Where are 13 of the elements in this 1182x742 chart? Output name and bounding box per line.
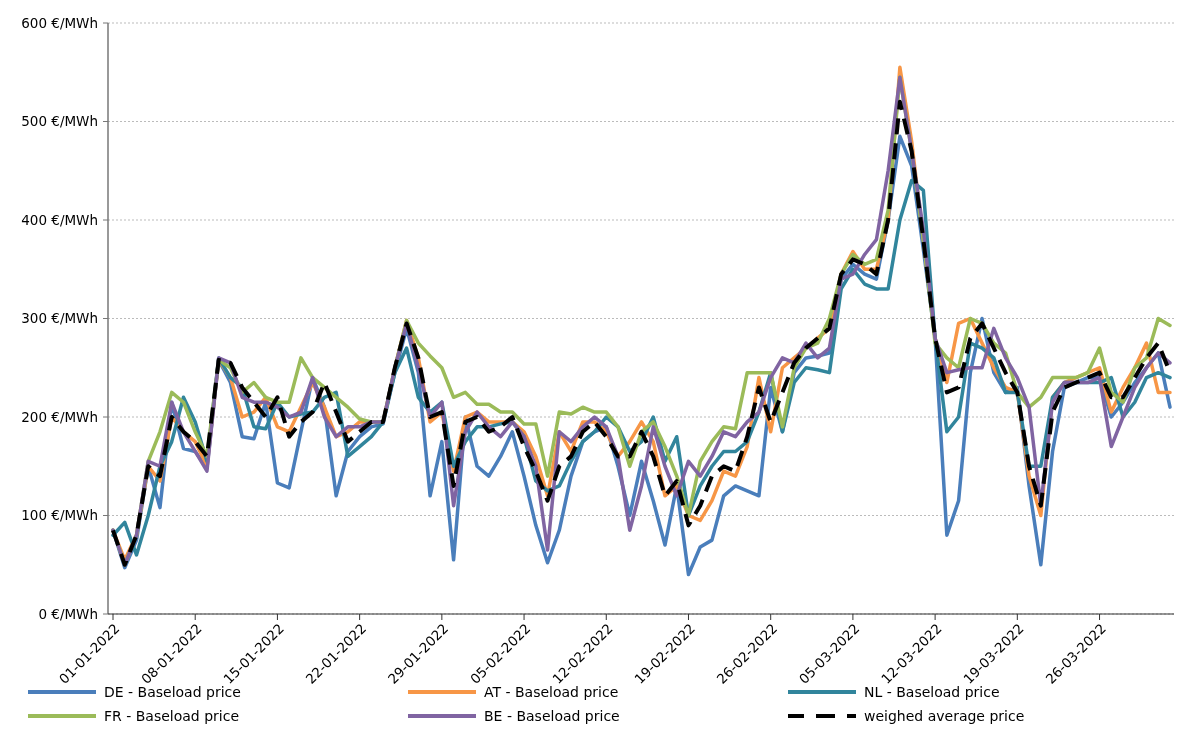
- legend-label: FR - Baseload price: [104, 707, 240, 724]
- legend-label: NL - Baseload price: [864, 683, 1000, 700]
- y-tick-label: 0 €/MWh: [38, 605, 98, 622]
- y-tick-label: 400 €/MWh: [21, 211, 98, 228]
- y-tick-label: 100 €/MWh: [21, 507, 98, 524]
- y-tick-label: 500 €/MWh: [21, 113, 98, 130]
- y-tick-label: 200 €/MWh: [21, 408, 98, 425]
- legend-label: DE - Baseload price: [104, 683, 241, 700]
- y-tick-label: 300 €/MWh: [21, 310, 98, 327]
- y-tick-label: 600 €/MWh: [21, 14, 98, 31]
- legend-label: AT - Baseload price: [484, 683, 619, 700]
- legend-label: BE - Baseload price: [484, 707, 620, 724]
- legend-label: weighed average price: [864, 707, 1025, 724]
